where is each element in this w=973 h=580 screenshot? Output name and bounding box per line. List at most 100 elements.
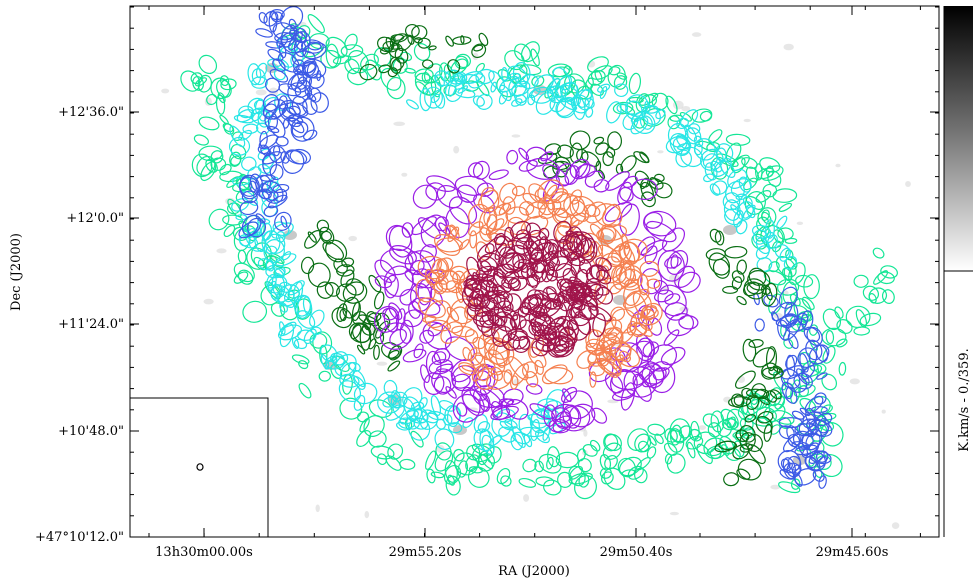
cloud-ellipse [836,338,848,348]
intensity-blob [364,510,370,519]
cloud-ellipse [205,158,218,173]
cloud-ellipse [431,258,443,275]
cloud-ellipse [378,64,391,74]
cloud-ellipse [572,96,586,120]
intensity-blob [905,181,911,187]
cloud-ellipse [206,93,218,106]
intensity-blob [743,118,751,123]
cloud-ellipse [640,268,663,295]
cloud-ellipse [616,103,629,114]
cloud-ellipse [265,233,286,254]
cloud-ellipse [399,458,416,470]
cloud-ellipse [235,214,248,221]
cloud-ellipse [247,63,262,86]
cloud-ellipse [293,62,316,76]
intensity-blob [891,522,900,529]
cloud-ellipse [535,92,556,115]
cloud-ellipse [584,201,607,224]
cloud-ellipse [547,85,567,104]
cloud-ellipse [634,433,652,453]
cloud-ellipse [507,239,532,256]
cloud-ellipse [782,457,797,480]
cloud-ellipse [675,149,693,168]
cloud-ellipse [451,325,475,338]
cloud-ellipse [633,151,650,164]
cloud-ellipse [543,479,562,496]
cloud-ellipse [508,77,527,97]
cloud-ellipse [621,233,629,250]
cloud-ellipse [196,155,216,176]
cloud-ellipse [424,300,452,329]
intensity-blob [203,298,214,305]
cloud-ellipse [269,68,289,83]
cloud-ellipse [576,448,586,462]
cloud-ellipse [654,433,664,445]
cloud-ellipse [597,83,611,93]
cloud-ellipse [619,241,640,266]
cloud-ellipse [418,397,428,409]
cloud-ellipse [249,173,264,192]
cloud-ellipse [573,301,586,311]
cloud-ellipse [653,289,674,303]
cloud-ellipse [236,109,254,123]
intensity-blob [216,248,227,254]
cloud-ellipse [604,372,624,394]
cloud-ellipse [475,68,495,85]
cloud-ellipse [751,383,767,399]
cloud-ellipse [480,187,500,213]
cloud-ellipse [522,192,548,210]
cloud-ellipse [535,476,555,487]
cloud-ellipse [383,265,414,297]
cloud-ellipse [680,109,699,128]
cloud-ellipse [368,338,377,350]
cloud-ellipse [279,302,288,313]
cloud-ellipse [419,88,432,112]
cloud-ellipse [302,98,318,115]
cloud-ellipse [262,94,280,112]
cloud-ellipse [336,264,355,277]
cloud-ellipse [604,433,622,452]
cloud-ellipse [444,460,458,483]
cloud-ellipse [627,465,644,480]
cloud-ellipse [298,360,309,370]
cloud-ellipse [304,85,313,98]
cloud-ellipse [652,367,667,381]
cloud-ellipse [426,468,436,484]
cloud-ellipse [784,237,798,244]
cloud-ellipse [496,467,511,485]
cloud-ellipse [484,337,510,365]
cloud-ellipse [512,426,526,448]
cloud-ellipse [466,304,492,323]
cloud-ellipse [640,302,663,326]
intensity-blob [681,106,691,112]
cloud-ellipse [726,416,736,429]
cloud-ellipse [494,242,507,260]
cloud-ellipse [475,368,499,390]
cloud-ellipse [593,179,610,193]
cloud-ellipse [637,273,649,296]
cloud-ellipse [293,281,304,303]
cloud-ellipse [778,202,793,212]
cloud-ellipse [797,347,818,369]
cloud-ellipse [285,149,308,165]
cloud-ellipse [267,275,288,294]
cloud-ellipse [739,432,756,450]
cloud-ellipse [392,396,416,421]
x-tick-label: 29m55.20s [389,545,462,560]
cloud-ellipse [277,324,303,341]
cloud-ellipse [246,217,267,238]
cloud-ellipse [808,344,830,365]
cloud-ellipse [634,170,651,188]
cloud-ellipse [241,190,258,204]
y-tick-label: +10'48.0" [58,424,124,439]
cloud-ellipse [331,307,353,329]
cloud-ellipse [506,149,519,165]
cloud-ellipse [718,440,738,451]
cloud-ellipse [430,93,440,104]
cloud-ellipse [547,336,570,358]
cloud-ellipse [618,262,635,288]
cloud-ellipse [267,48,284,62]
cloud-ellipse [467,73,486,89]
cloud-ellipse [762,366,784,379]
cloud-ellipse [787,433,801,448]
